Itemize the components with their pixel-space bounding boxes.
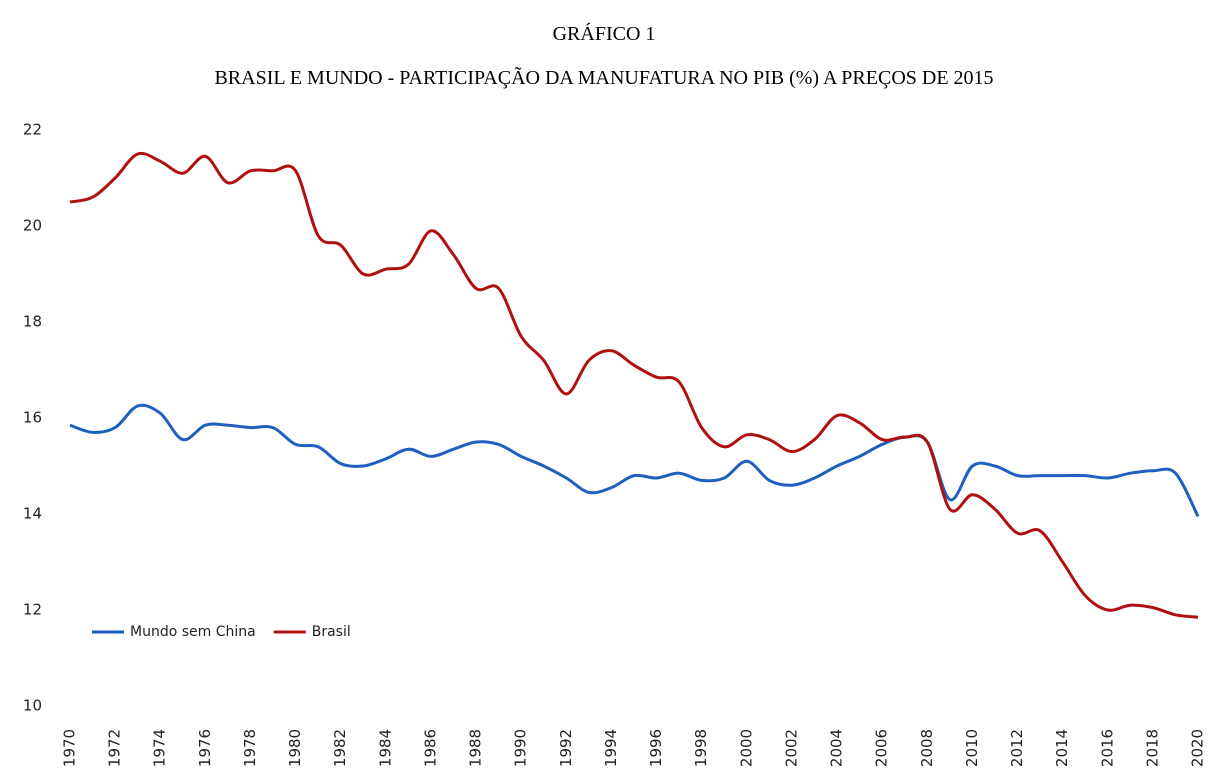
x-tick-label: 1994 [602,729,620,767]
x-tick-label: 1996 [647,729,665,767]
series-line [69,403,1200,518]
x-tick-label: 1976 [196,729,214,767]
y-tick-label: 18 [23,313,42,331]
y-tick-label: 16 [23,409,42,427]
x-tick-label: 2012 [1008,729,1026,767]
y-tick-label: 14 [23,505,42,523]
x-tick-label: 2004 [828,729,846,767]
x-tick-label: 1988 [467,729,485,767]
y-tick-label: 20 [23,217,42,235]
y-tick-label: 10 [23,697,42,715]
x-tick-label: 2010 [963,729,981,767]
x-tick-label: 2000 [737,729,755,767]
x-tick-label: 1986 [421,729,439,767]
x-tick-label: 2018 [1143,729,1161,767]
x-tick-label: 1978 [241,729,259,767]
x-tick-label: 1990 [512,729,530,767]
legend-label: Brasil [312,624,351,640]
x-tick-label: 1992 [557,729,575,767]
x-tick-label: 2008 [918,729,936,767]
x-tick-label: 1982 [331,729,349,767]
x-tick-label: 2006 [873,729,891,767]
x-tick-label: 1998 [692,729,710,767]
y-tick-label: 22 [23,121,42,139]
x-tick-label: 2002 [782,729,800,767]
chart-title: GRÁFICO 1 [553,22,656,45]
legend-label: Mundo sem China [130,624,256,640]
x-tick-label: 2014 [1053,729,1071,767]
x-tick-label: 1984 [376,729,394,767]
y-tick-label: 12 [23,601,42,619]
x-tick-label: 2020 [1189,729,1207,767]
x-tick-label: 2016 [1098,729,1116,767]
x-tick-label: 1970 [61,729,79,767]
x-tick-label: 1974 [151,729,169,767]
x-tick-label: 1972 [106,729,124,767]
x-tick-label: 1980 [286,729,304,767]
chart-subtitle: BRASIL E MUNDO - PARTICIPAÇÃO DA MANUFAT… [214,65,993,89]
series-line [69,151,1199,619]
